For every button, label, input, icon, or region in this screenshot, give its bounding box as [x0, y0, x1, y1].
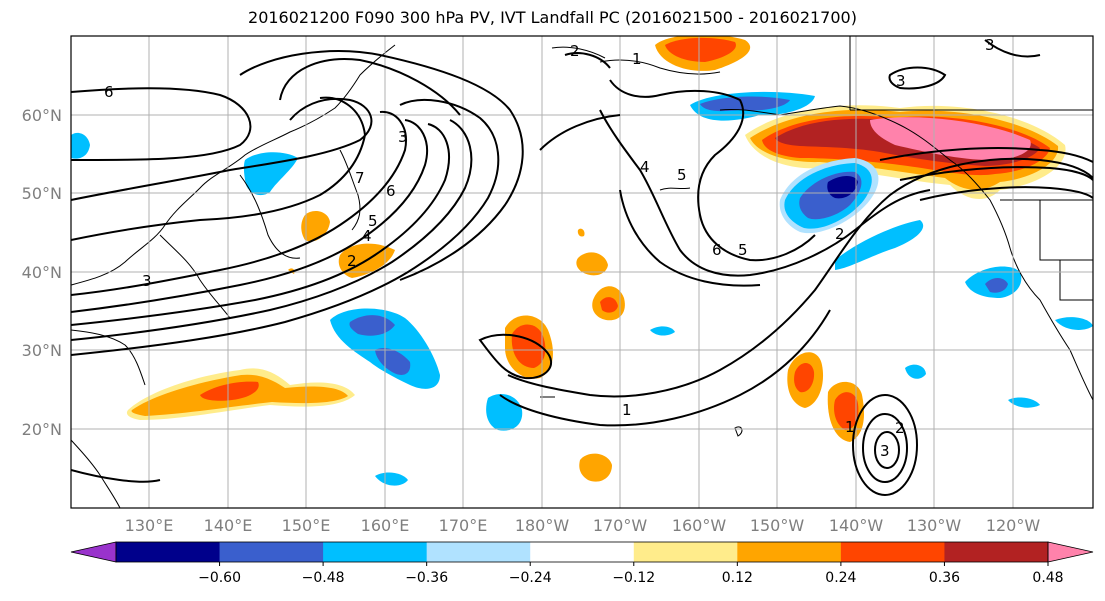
lon-label: 150°W: [750, 516, 805, 535]
contour-label: 2: [895, 419, 905, 437]
contour-label: 5: [677, 166, 687, 184]
lon-label: 180°W: [515, 516, 570, 535]
contour-label: 3: [985, 36, 995, 54]
colorbar-tick-label: −0.36: [405, 570, 448, 586]
negative-region-japan: [243, 152, 298, 196]
negative-region-east: [835, 220, 924, 270]
contour-label: 4: [640, 158, 650, 176]
colorbar-extension-high: [1047, 541, 1094, 563]
lon-label: 170°W: [593, 516, 648, 535]
colorbar-segment: [633, 542, 738, 562]
contour-label: 5: [368, 212, 378, 230]
contour-label: 7: [355, 169, 365, 187]
latitude-labels: 60°N 50°N 40°N 30°N 20°N: [22, 106, 62, 439]
gridlines: [71, 36, 1093, 508]
map-title: 2016021200 F090 300 hPa PV, IVT Landfall…: [248, 8, 857, 27]
contour-label: 3: [896, 72, 906, 90]
contour-label: 3: [142, 272, 152, 290]
colorbar-segment: [116, 542, 221, 562]
colorbar-segment: [530, 542, 635, 562]
lon-label: 120°W: [986, 516, 1041, 535]
longitude-labels: 130°E 140°E 150°E 160°E 170°E 180°W 170°…: [125, 516, 1041, 535]
lon-label: 170°E: [439, 516, 488, 535]
lat-label: 60°N: [22, 106, 62, 125]
colorbar-tick-label: −0.24: [509, 570, 552, 586]
contour-label: 3: [880, 442, 890, 460]
lat-label: 50°N: [22, 184, 62, 203]
colorbar-segment: [840, 542, 945, 562]
map-frame: [70, 35, 1094, 509]
colorbar-tick-label: −0.60: [198, 570, 241, 586]
colorbar-tick-label: 0.36: [929, 570, 960, 586]
contour-label: 5: [738, 241, 748, 259]
colorbar-tick-label: −0.48: [302, 570, 345, 586]
contour-label: 3: [398, 128, 408, 146]
contour-labels: 6 3 2 7 6 5 4 3 2 1 4 5 6 5 2 1 3 3 2 1 …: [104, 36, 995, 460]
lon-label: 140°E: [204, 516, 253, 535]
contour-label: 1: [845, 418, 855, 436]
contour-label: 1: [622, 401, 632, 419]
lat-label: 40°N: [22, 263, 62, 282]
colorbar-tick-label: 0.24: [825, 570, 856, 586]
lon-label: 160°W: [672, 516, 727, 535]
coastlines: [71, 36, 1093, 508]
colorbar-segment: [944, 542, 1049, 562]
contour-label: 6: [104, 83, 114, 101]
lon-label: 140°W: [829, 516, 884, 535]
contour-label: 4: [362, 227, 372, 245]
colorbar-tick-label: 0.12: [722, 570, 753, 586]
colorbar-segment: [737, 542, 842, 562]
pv-contours: [71, 39, 1093, 496]
colorbar-segment: [426, 542, 531, 562]
contour-label: 2: [347, 252, 357, 270]
contour-label: 1: [632, 50, 642, 68]
pc-shading: [71, 36, 1093, 486]
lat-label: 30°N: [22, 341, 62, 360]
contour-label: 2: [570, 42, 580, 60]
colorbar-tick-label: 0.48: [1032, 570, 1063, 586]
lon-label: 150°E: [282, 516, 331, 535]
colorbar-segment: [219, 542, 324, 562]
lon-label: 160°E: [361, 516, 410, 535]
lat-label: 20°N: [22, 420, 62, 439]
colorbar-tick-label: −0.12: [612, 570, 655, 586]
contour-label: 6: [712, 241, 722, 259]
lon-label: 130°E: [125, 516, 174, 535]
lon-label: 130°W: [907, 516, 962, 535]
contour-label: 6: [386, 182, 396, 200]
colorbar: −0.60 −0.48 −0.36 −0.24 −0.12 0.12 0.24 0.36 0.4…: [70, 541, 1094, 586]
colorbar-segment: [323, 542, 428, 562]
colorbar-extension-low: [70, 541, 117, 563]
colorbar-outline: [115, 541, 1049, 563]
contour-label: 2: [835, 225, 845, 243]
